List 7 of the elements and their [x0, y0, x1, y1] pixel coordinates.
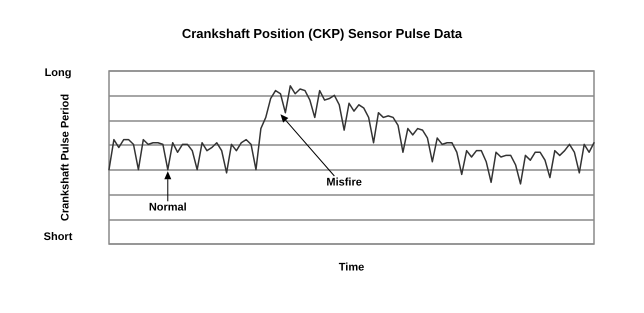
x-axis-title: Time: [338, 262, 364, 274]
text: Short: [44, 231, 73, 243]
annotation: Misfire: [326, 176, 362, 188]
text: Long: [44, 67, 72, 79]
y-axis-title: Crankshaft Pulse Period: [60, 94, 72, 222]
annotation: Normal: [148, 202, 187, 214]
chart-title: Crankshaft Position (CKP) Sensor Pulse Data: [182, 26, 463, 41]
